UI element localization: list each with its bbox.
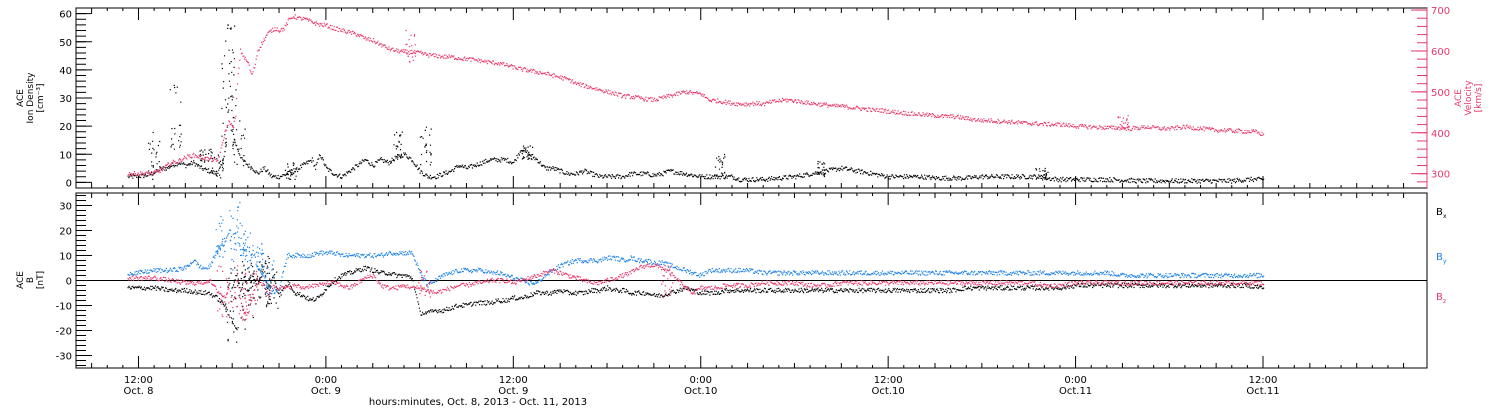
density-axis-title-line: Ion Density (26, 72, 36, 124)
x-tick-date: Oct. 9 (498, 386, 528, 397)
legend-Bz: B (1436, 292, 1443, 303)
x-tick-date: Oct.10 (872, 386, 905, 397)
series-by-scatter (215, 202, 275, 295)
legend-By-subscript: y (1443, 258, 1447, 265)
x-tick-date: Oct.11 (1059, 386, 1092, 397)
field-axis-title-line: ACE (16, 271, 26, 289)
x-tick-time: 0:00 (690, 375, 712, 386)
density-axis-tick-label: 40 (59, 66, 72, 77)
velocity-axis-tick-label: 500 (1431, 88, 1450, 99)
density-axis-tick-label: 30 (59, 94, 72, 105)
velocity-axis-title: ACE Velocity [km/s] (1454, 80, 1484, 116)
velocity-axis-tick-label: 600 (1431, 47, 1450, 58)
density-axis-title-line: ACE (16, 89, 26, 107)
series-bz-points (127, 263, 1265, 316)
x-tick-date: Oct.10 (684, 386, 717, 397)
series-bz (127, 263, 1265, 321)
x-tick-time: 12:00 (874, 375, 903, 386)
velocity-axis-tick-label: 700 (1431, 6, 1450, 17)
field-axis-title-line: B (26, 277, 36, 283)
legend-Bx: B (1436, 207, 1443, 218)
field-axis: -30 -20 -10 0 10 20 30 (56, 195, 92, 366)
x-axis-title: hours:minutes, Oct. 8, 2013 - Oct. 11, 2… (369, 397, 587, 408)
x-tick-date: Oct.11 (1246, 386, 1279, 397)
x-tick-date: Oct. 9 (311, 386, 341, 397)
field-axis-tick-label: 30 (59, 202, 72, 213)
x-tick-time: 12:00 (1249, 375, 1278, 386)
x-tick-date: Oct. 8 (123, 386, 153, 397)
series-bz-scatter (216, 265, 674, 321)
series-ion-density-scatter (147, 24, 1049, 180)
density-axis-title-line: [cm⁻³] (36, 83, 46, 112)
field-axis-tick-label: -30 (56, 352, 72, 363)
series-by-points (127, 219, 1265, 295)
series-ion-density (127, 24, 1265, 184)
legend-Bz-subscript: z (1443, 298, 1446, 305)
series-bx-scatter (225, 255, 279, 343)
x-tick-time: 0:00 (1064, 375, 1086, 386)
series-ion-density-points (127, 28, 1265, 184)
field-axis-title-line: [nT] (36, 271, 46, 289)
field-axis-tick-label: 10 (59, 252, 72, 263)
velocity-axis-title-line: [km/s] (1474, 84, 1484, 113)
velocity-axis-tick-label: 400 (1431, 129, 1450, 140)
legend-Bx-subscript: x (1443, 213, 1447, 220)
density-axis-tick-label: 0 (66, 178, 72, 189)
velocity-axis-title-line: Velocity (1464, 80, 1474, 116)
series-velocity (127, 14, 1265, 177)
x-tick-time: 0:00 (315, 375, 337, 386)
series-by (127, 202, 1265, 295)
field-axis-tick-label: -10 (56, 302, 72, 313)
density-axis-title: ACE Ion Density [cm⁻³] (16, 72, 46, 124)
field-axis-tick-label: -20 (56, 327, 72, 338)
density-axis-tick-label: 20 (59, 122, 72, 133)
x-tick-time: 12:00 (124, 375, 153, 386)
legend-By: B (1436, 252, 1443, 263)
field-axis-tick-label: 0 (66, 277, 72, 288)
series-velocity-scatter (403, 29, 1130, 129)
velocity-axis: 300 400 500 600 700 (1411, 6, 1450, 183)
density-axis-tick-label: 50 (59, 38, 72, 49)
series-bx (127, 255, 1265, 343)
density-axis-tick-label: 60 (59, 10, 72, 21)
field-axis-tick-label: 20 (59, 227, 72, 238)
velocity-axis-title-line: ACE (1454, 89, 1464, 107)
velocity-axis-tick-label: 300 (1431, 170, 1450, 181)
series-bx-points (127, 265, 1265, 318)
density-axis-tick-label: 10 (59, 150, 72, 161)
x-tick-time: 12:00 (499, 375, 528, 386)
density-axis: 0 10 20 30 40 50 60 (59, 7, 92, 189)
series-velocity-points (127, 14, 1265, 177)
field-axis-title: ACE B [nT] (16, 271, 46, 289)
